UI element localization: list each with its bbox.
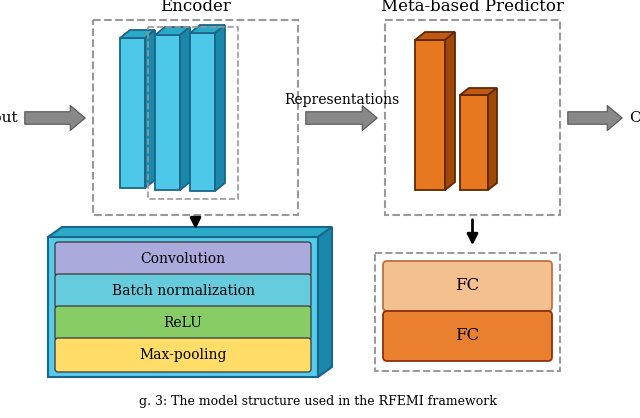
Polygon shape — [215, 25, 225, 191]
Polygon shape — [155, 35, 180, 190]
Text: FC: FC — [456, 278, 479, 295]
Text: FC: FC — [456, 327, 479, 344]
Text: Convolution: Convolution — [140, 252, 225, 266]
Polygon shape — [190, 33, 215, 191]
Text: Batch normalization: Batch normalization — [111, 284, 255, 298]
FancyBboxPatch shape — [55, 274, 311, 308]
Text: g. 3: The model structure used in the RFEMI framework: g. 3: The model structure used in the RF… — [139, 395, 497, 408]
FancyBboxPatch shape — [55, 338, 311, 372]
Polygon shape — [180, 27, 190, 190]
FancyBboxPatch shape — [385, 20, 560, 215]
Text: Max-pooling: Max-pooling — [140, 348, 227, 362]
Text: Encoder: Encoder — [160, 0, 231, 15]
Polygon shape — [488, 88, 497, 190]
Text: ReLU: ReLU — [164, 316, 202, 330]
Polygon shape — [48, 237, 318, 377]
Polygon shape — [415, 32, 455, 40]
Polygon shape — [415, 40, 445, 190]
FancyBboxPatch shape — [55, 306, 311, 340]
FancyBboxPatch shape — [375, 253, 560, 371]
Polygon shape — [460, 88, 497, 95]
Polygon shape — [318, 227, 332, 377]
FancyBboxPatch shape — [93, 20, 298, 215]
Polygon shape — [460, 95, 488, 190]
FancyBboxPatch shape — [383, 311, 552, 361]
Text: Representations: Representations — [284, 93, 399, 107]
Text: Input: Input — [0, 111, 18, 125]
Polygon shape — [445, 32, 455, 190]
FancyBboxPatch shape — [55, 242, 311, 276]
Text: Output: Output — [629, 111, 640, 125]
Polygon shape — [155, 27, 190, 35]
Polygon shape — [120, 30, 155, 38]
Polygon shape — [145, 30, 155, 188]
FancyBboxPatch shape — [383, 261, 552, 311]
Polygon shape — [190, 25, 225, 33]
Polygon shape — [48, 227, 332, 237]
Text: Meta-based Predictor: Meta-based Predictor — [381, 0, 564, 15]
Polygon shape — [120, 38, 145, 188]
